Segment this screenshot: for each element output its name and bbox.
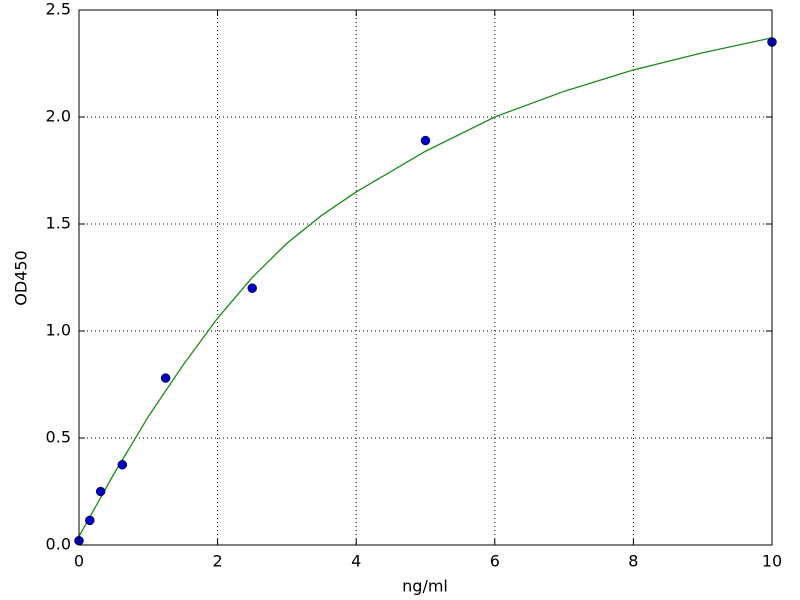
y-tick-label: 0.5: [46, 428, 71, 447]
y-tick-label: 1.5: [46, 214, 71, 233]
x-tick-label: 8: [628, 552, 638, 571]
x-tick-label: 4: [351, 552, 361, 571]
x-tick-label: 10: [762, 552, 782, 571]
y-tick-label: 0.0: [46, 535, 71, 554]
x-tick-label: 6: [490, 552, 500, 571]
y-tick-label: 2.5: [46, 0, 71, 19]
x-axis-label: ng/ml: [402, 577, 448, 596]
plot-frame: [78, 9, 773, 546]
x-tick-label: 2: [213, 552, 223, 571]
y-tick-label: 2.0: [46, 107, 71, 126]
y-tick-label: 1.0: [46, 321, 71, 340]
fit-curve: [78, 37, 773, 537]
data-point: [247, 283, 257, 293]
data-point: [95, 486, 106, 497]
data-point: [85, 515, 95, 526]
data-point: [420, 135, 431, 146]
y-axis-label: OD450: [12, 250, 31, 305]
data-point: [117, 460, 128, 470]
x-tick-label: 0: [74, 552, 84, 571]
data-point: [160, 373, 171, 383]
